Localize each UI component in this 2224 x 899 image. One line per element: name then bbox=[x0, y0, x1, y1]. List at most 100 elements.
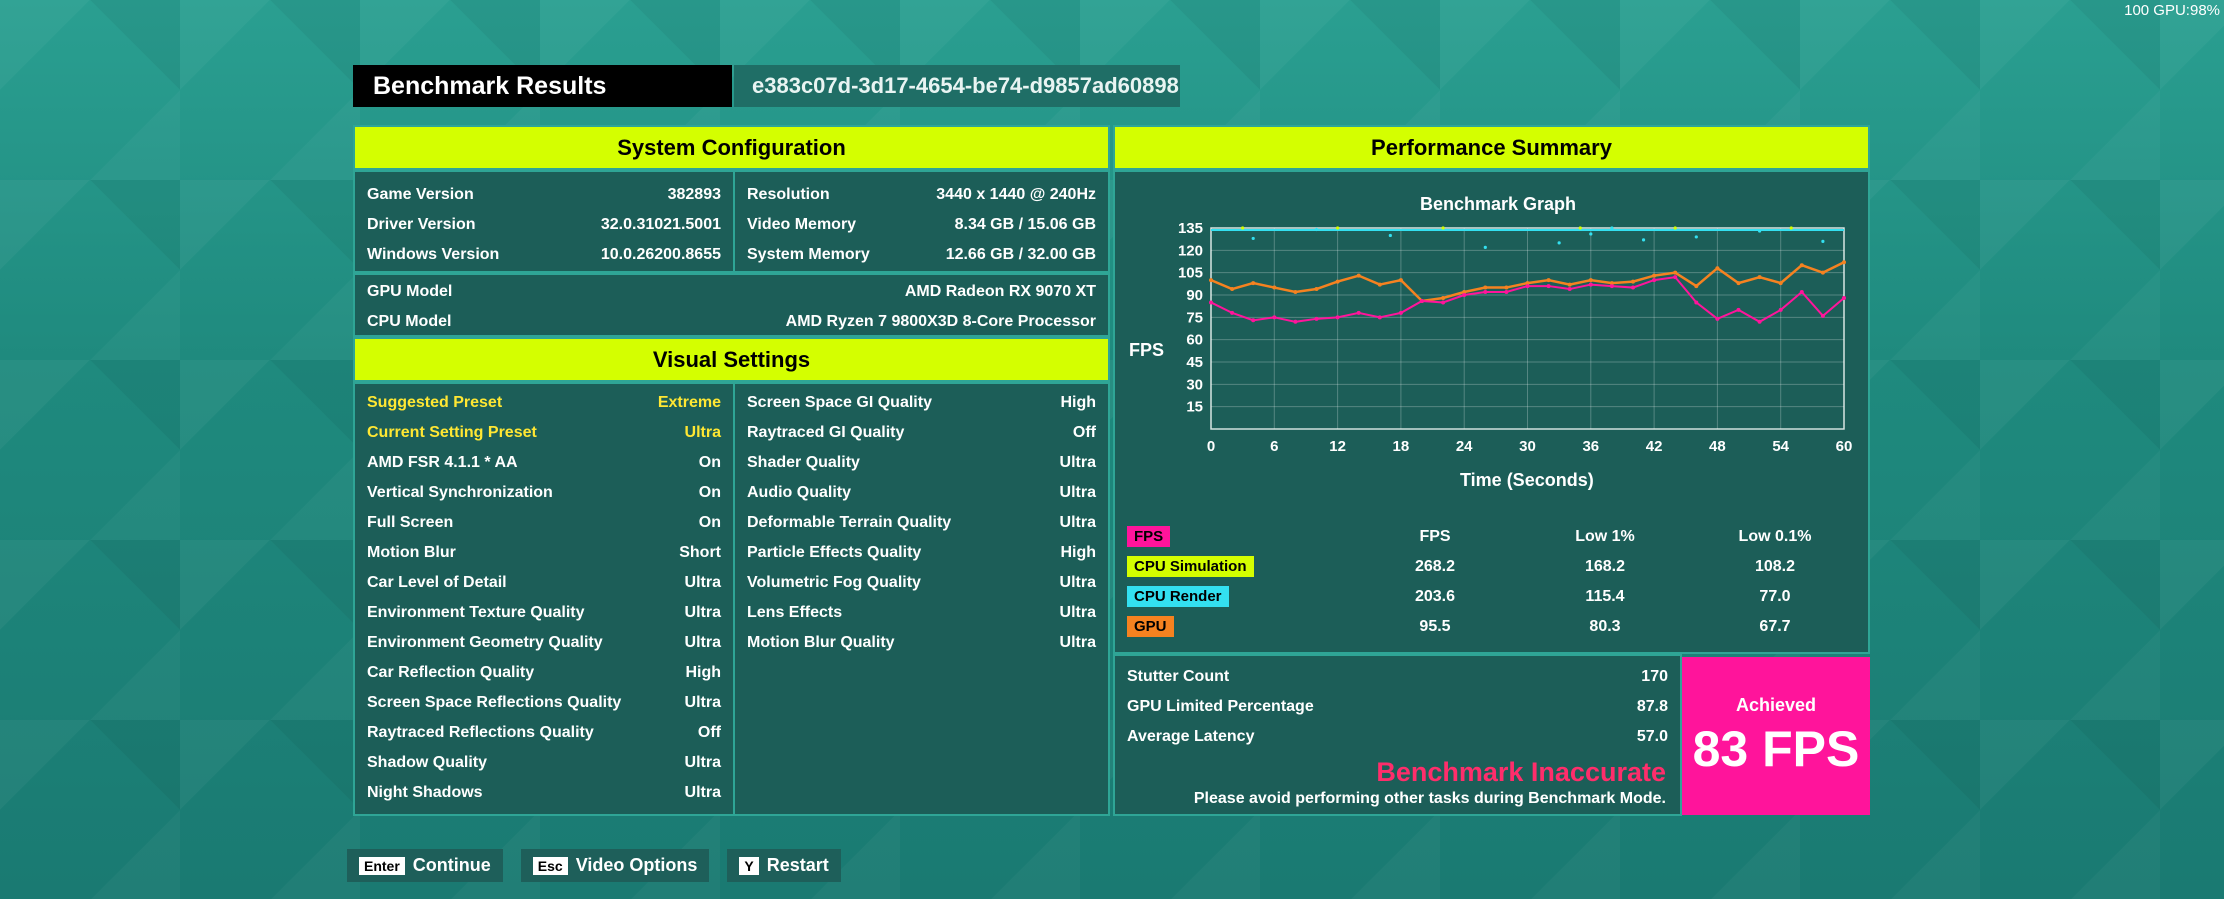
setting-value: Ultra bbox=[1059, 514, 1096, 531]
video-options-button[interactable]: Esc Video Options bbox=[520, 849, 710, 882]
data-point bbox=[1251, 318, 1256, 323]
continue-button[interactable]: Enter Continue bbox=[347, 849, 503, 882]
setting-label: Particle Effects Quality bbox=[747, 544, 922, 561]
setting-value: 10.0.26200.8655 bbox=[600, 246, 721, 263]
setting-row: Environment Texture Quality Ultra bbox=[355, 598, 733, 628]
data-point bbox=[1673, 270, 1678, 275]
data-point bbox=[1377, 282, 1382, 287]
y-tick-label: 60 bbox=[1186, 332, 1203, 349]
plot-frame bbox=[1210, 227, 1845, 430]
setting-value: 170 bbox=[1641, 668, 1668, 685]
setting-label: Raytraced Reflections Quality bbox=[367, 724, 594, 741]
perf-column-header: FPS bbox=[1419, 528, 1451, 545]
setting-row: Particle Effects Quality High bbox=[735, 538, 1108, 568]
data-point bbox=[1483, 285, 1488, 290]
achieved-fps-badge: Achieved 83 FPS bbox=[1682, 657, 1870, 815]
data-point bbox=[1641, 238, 1646, 242]
data-point bbox=[1778, 281, 1783, 286]
setting-row: Environment Geometry Quality Ultra bbox=[355, 628, 733, 658]
data-point bbox=[1398, 278, 1403, 283]
setting-row: Driver Version 32.0.31021.5001 bbox=[355, 210, 733, 240]
setting-row: System Memory 12.66 GB / 32.00 GB bbox=[735, 240, 1108, 270]
setting-value: High bbox=[685, 664, 721, 681]
setting-row: Raytraced Reflections Quality Off bbox=[355, 718, 733, 748]
setting-value: Ultra bbox=[1059, 574, 1096, 591]
setting-row: Vertical Synchronization On bbox=[355, 478, 733, 508]
data-point bbox=[1589, 232, 1593, 236]
setting-label: Environment Texture Quality bbox=[367, 604, 585, 621]
data-point bbox=[1230, 310, 1235, 315]
data-point bbox=[1799, 263, 1804, 268]
setting-value: 87.8 bbox=[1636, 698, 1668, 715]
setting-value: On bbox=[698, 484, 721, 501]
setting-value: 3440 x 1440 @ 240Hz bbox=[936, 186, 1096, 203]
data-point bbox=[1821, 239, 1825, 243]
y-tick-label: 135 bbox=[1178, 222, 1203, 237]
y-axis-label: FPS bbox=[1129, 340, 1165, 360]
data-point bbox=[1441, 295, 1446, 300]
benchmark-inaccurate-title: Benchmark Inaccurate bbox=[1376, 757, 1666, 787]
y-tick-label: 15 bbox=[1186, 399, 1203, 416]
enter-key-icon: Enter bbox=[359, 856, 405, 875]
setting-value: Ultra bbox=[1059, 634, 1096, 651]
data-point bbox=[1546, 278, 1551, 283]
data-point bbox=[1567, 287, 1572, 292]
setting-row: GPU Limited Percentage 87.8 bbox=[1115, 692, 1680, 722]
setting-row: Motion Blur Short bbox=[355, 538, 733, 568]
setting-label: Current Setting Preset bbox=[367, 424, 537, 441]
setting-label: GPU Model bbox=[367, 283, 453, 300]
setting-value: Ultra bbox=[684, 694, 721, 711]
data-point bbox=[1736, 281, 1741, 286]
setting-row: Game Version 382893 bbox=[355, 180, 733, 210]
x-tick-label: 6 bbox=[1270, 438, 1278, 455]
setting-row: Suggested Preset Extreme bbox=[355, 388, 733, 418]
performance-panel: Benchmark Graph 0 6 12 18 24 30 36 42 48 54 60 15 30… bbox=[1113, 170, 1870, 654]
setting-label: Video Memory bbox=[747, 216, 857, 233]
setting-value: Ultra bbox=[1059, 604, 1096, 621]
data-point bbox=[1673, 275, 1678, 280]
setting-value: Ultra bbox=[1059, 454, 1096, 471]
data-point bbox=[1842, 295, 1846, 300]
performance-heading: Performance Summary bbox=[1113, 125, 1870, 170]
legend-tag: CPU Simulation bbox=[1127, 556, 1254, 577]
y-tick-label: 75 bbox=[1186, 309, 1203, 326]
data-point bbox=[1293, 290, 1298, 295]
data-point bbox=[1799, 290, 1804, 295]
x-tick-label: 18 bbox=[1393, 438, 1410, 455]
graph-title: Benchmark Graph bbox=[1420, 194, 1577, 214]
setting-row: Stutter Count 170 bbox=[1115, 662, 1680, 692]
setting-row: Shadow Quality Ultra bbox=[355, 748, 733, 778]
legend-row: FPS bbox=[1127, 526, 1171, 547]
setting-value: 32.0.31021.5001 bbox=[600, 216, 721, 233]
setting-value: AMD Radeon RX 9070 XT bbox=[904, 283, 1096, 300]
data-point bbox=[1441, 226, 1445, 230]
data-point bbox=[1588, 278, 1593, 283]
setting-label: Screen Space Reflections Quality bbox=[367, 694, 622, 711]
setting-row: Lens Effects Ultra bbox=[735, 598, 1108, 628]
data-point bbox=[1789, 226, 1793, 230]
run-id: e383c07d-3d17-4654-be74-d9857ad60898 bbox=[734, 65, 1180, 107]
x-tick-label: 36 bbox=[1582, 438, 1599, 455]
data-point bbox=[1694, 300, 1699, 305]
setting-row: Shader Quality Ultra bbox=[735, 448, 1108, 478]
data-point bbox=[1293, 319, 1298, 324]
setting-label: Car Level of Detail bbox=[367, 574, 507, 591]
esc-key-icon: Esc bbox=[532, 856, 568, 875]
setting-label: Audio Quality bbox=[747, 484, 851, 501]
data-point bbox=[1251, 281, 1256, 286]
setting-value: Off bbox=[697, 724, 721, 741]
stats-panel: Stutter Count 170 GPU Limited Percentage 87… bbox=[1113, 654, 1682, 816]
data-point bbox=[1462, 290, 1467, 295]
visual-settings-heading: Visual Settings bbox=[353, 337, 1110, 382]
restart-button[interactable]: Y Restart bbox=[727, 849, 841, 882]
data-point bbox=[1610, 226, 1614, 230]
setting-label: AMD FSR 4.1.1 * AA bbox=[367, 454, 518, 471]
setting-row: AMD FSR 4.1.1 * AA On bbox=[355, 448, 733, 478]
data-point bbox=[1504, 285, 1509, 290]
setting-row: CPU Model AMD Ryzen 7 9800X3D 8-Core Proc… bbox=[355, 307, 1108, 337]
setting-row: Video Memory 8.34 GB / 15.06 GB bbox=[735, 210, 1108, 240]
data-point bbox=[1736, 307, 1741, 312]
setting-label: Volumetric Fog Quality bbox=[747, 574, 921, 591]
setting-row: Car Reflection Quality High bbox=[355, 658, 733, 688]
y-key-icon: Y bbox=[739, 856, 759, 875]
